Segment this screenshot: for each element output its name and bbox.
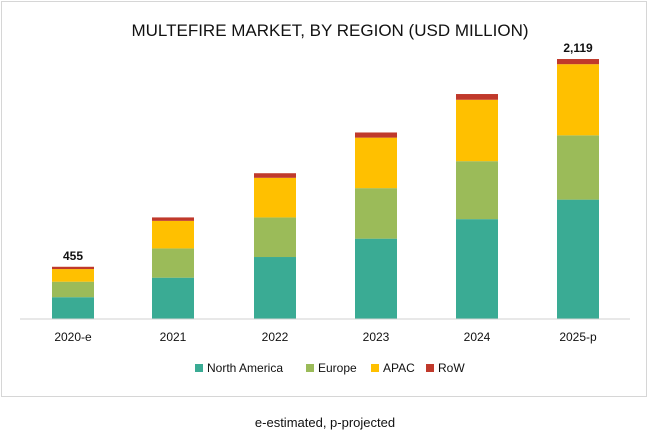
bar-row-2020-e bbox=[52, 266, 94, 270]
bar-apac-2025-p bbox=[557, 64, 599, 136]
legend-swatch bbox=[426, 364, 434, 372]
legend-label: North America bbox=[207, 361, 283, 375]
bar-row-2021 bbox=[152, 217, 194, 221]
bar-apac-2024 bbox=[456, 99, 498, 162]
bar-north-america-2020-e bbox=[52, 297, 94, 319]
legend-label: RoW bbox=[438, 361, 465, 375]
chart-frame bbox=[1, 1, 647, 397]
bar-europe-2024 bbox=[456, 161, 498, 220]
x-tick-label: 2024 bbox=[464, 330, 491, 344]
bar-europe-2021 bbox=[152, 248, 194, 278]
bar-europe-2022 bbox=[254, 217, 296, 258]
bar-europe-2025-p bbox=[557, 135, 599, 200]
chart-title: MULTEFIRE MARKET, BY REGION (USD MILLION… bbox=[131, 21, 528, 40]
bars-group bbox=[52, 59, 599, 319]
total-labels: 455 2,119 bbox=[63, 41, 593, 263]
footnote: e-estimated, p-projected bbox=[254, 415, 396, 430]
bar-north-america-2023 bbox=[355, 238, 397, 319]
x-tick-labels: 2020-e 2021 2022 2023 2024 2025-p bbox=[54, 330, 597, 344]
bar-north-america-2022 bbox=[254, 257, 296, 319]
legend-label: Europe bbox=[318, 361, 357, 375]
bar-row-2025-p bbox=[557, 59, 599, 65]
bar-row-2022 bbox=[254, 173, 296, 178]
x-tick-label: 2025-p bbox=[559, 330, 597, 344]
legend-swatch bbox=[195, 364, 203, 372]
x-tick-label: 2020-e bbox=[54, 330, 92, 344]
bar-row-2024 bbox=[456, 94, 498, 100]
bar-europe-2023 bbox=[355, 188, 397, 239]
legend-label: APAC bbox=[383, 361, 415, 375]
bar-north-america-2021 bbox=[152, 277, 194, 319]
bar-apac-2020-e bbox=[52, 269, 94, 282]
bar-north-america-2024 bbox=[456, 219, 498, 319]
total-label: 2,119 bbox=[563, 41, 593, 55]
bar-apac-2022 bbox=[254, 177, 296, 218]
x-tick-label: 2022 bbox=[262, 330, 289, 344]
bar-europe-2020-e bbox=[52, 281, 94, 298]
x-tick-label: 2023 bbox=[363, 330, 390, 344]
bar-north-america-2025-p bbox=[557, 199, 599, 319]
legend: North America Europe APAC RoW bbox=[195, 361, 465, 375]
x-tick-label: 2021 bbox=[160, 330, 187, 344]
stacked-bar-chart: MULTEFIRE MARKET, BY REGION (USD MILLION… bbox=[20, 21, 630, 375]
bar-row-2023 bbox=[355, 132, 397, 138]
legend-swatch bbox=[371, 364, 379, 372]
legend-swatch bbox=[306, 364, 314, 372]
total-label: 455 bbox=[63, 249, 83, 263]
bar-apac-2021 bbox=[152, 220, 194, 249]
bar-apac-2023 bbox=[355, 137, 397, 189]
